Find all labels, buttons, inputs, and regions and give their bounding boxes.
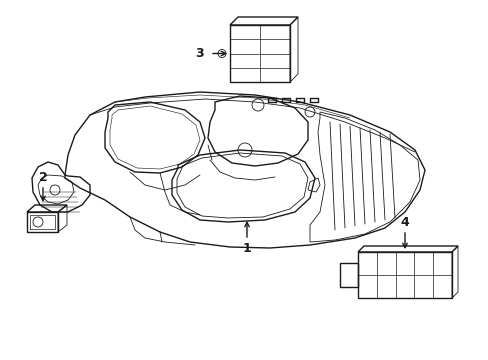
Text: 2: 2 [39, 171, 47, 184]
Text: 3: 3 [195, 47, 204, 60]
Text: 1: 1 [242, 242, 251, 255]
Text: 4: 4 [400, 216, 408, 229]
